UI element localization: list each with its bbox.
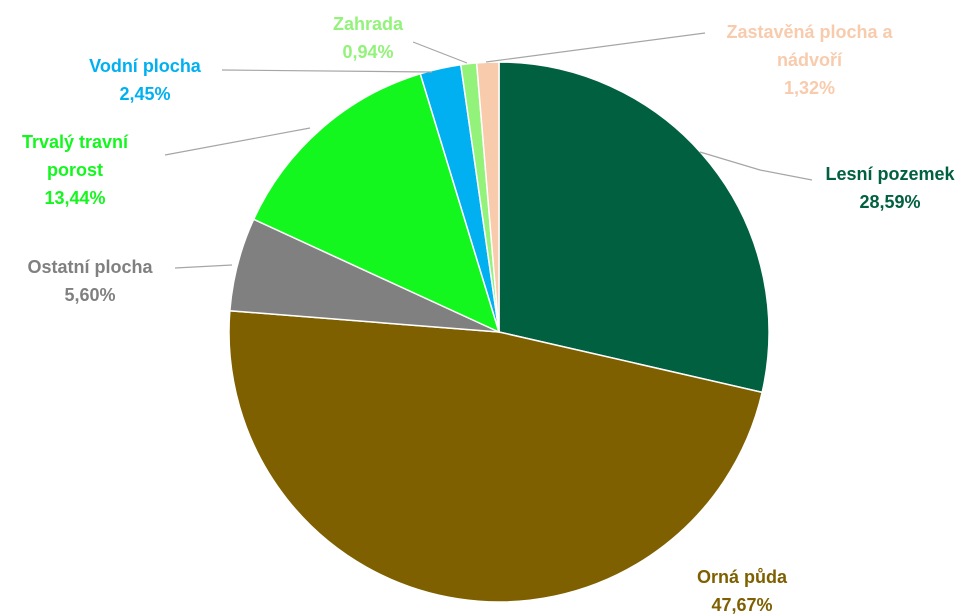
value-label: 2,45% bbox=[119, 84, 171, 104]
value-label: 5,60% bbox=[64, 285, 116, 305]
value-label: 13,44% bbox=[44, 188, 106, 208]
slice bbox=[252, 72, 501, 334]
leader-line bbox=[164, 127, 311, 156]
leader-line bbox=[485, 32, 706, 63]
data-label: Ostatní plocha 5,60% bbox=[0, 253, 180, 309]
category-label: Vodní plocha bbox=[89, 56, 201, 76]
leader-line bbox=[412, 41, 468, 64]
leader-line bbox=[699, 151, 813, 181]
category-label: Zastavěná plocha a nádvoří bbox=[726, 22, 893, 70]
value-label: 1,32% bbox=[783, 78, 836, 98]
data-label: Vodní plocha 2,45% bbox=[55, 52, 235, 108]
value-label: 47,67% bbox=[711, 595, 773, 615]
data-label: Orná půda 47,67% bbox=[662, 563, 822, 616]
category-label: Zahrada bbox=[332, 14, 404, 34]
leader-line bbox=[174, 264, 233, 269]
category-label: Trvalý travní porost bbox=[21, 132, 129, 180]
category-label: Ostatní plocha bbox=[27, 257, 153, 277]
data-label: Lesní pozemek 28,59% bbox=[805, 160, 973, 216]
category-label: Lesní pozemek bbox=[825, 164, 955, 184]
value-label: 0,94% bbox=[342, 42, 394, 62]
data-label: Zahrada 0,94% bbox=[308, 10, 428, 66]
category-label: Orná půda bbox=[696, 567, 787, 587]
slice bbox=[228, 309, 764, 603]
slice bbox=[498, 61, 770, 394]
data-label: Trvalý travní porost 13,44% bbox=[10, 128, 140, 212]
leader-line bbox=[221, 69, 433, 73]
value-label: 28,59% bbox=[859, 192, 921, 212]
data-label: Zastavěná plocha a nádvoří 1,32% bbox=[722, 18, 897, 102]
